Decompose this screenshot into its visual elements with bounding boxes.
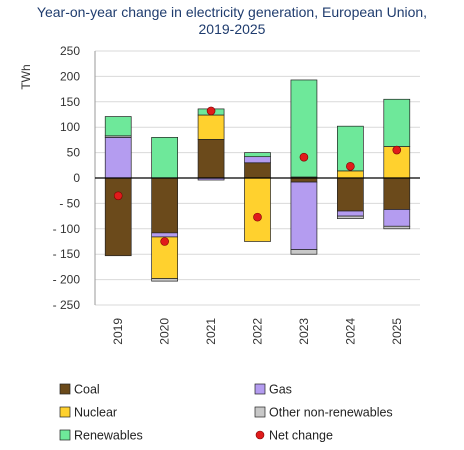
legend-swatch (255, 430, 265, 440)
net-change-point (392, 145, 402, 155)
y-tick-label: 250 (60, 44, 80, 58)
net-change-markers (113, 106, 402, 246)
bar-segment (151, 177, 178, 234)
x-tick-labels: 2019 2020 2021 2022 2023 2024 2025 (111, 318, 404, 345)
net-change-point (160, 237, 169, 246)
x-tick-label: 2021 (204, 318, 218, 345)
bar-segment (151, 137, 178, 179)
bar-segment (151, 278, 178, 282)
bar-segment (244, 162, 271, 179)
bar-segment (290, 177, 318, 183)
x-tick-label: 2024 (343, 318, 357, 345)
chart-title-line-2: 2019-2025 (199, 21, 266, 37)
legend-label: Renewables (74, 429, 143, 443)
legend-swatch (59, 406, 71, 418)
legend-label: Net change (269, 429, 333, 443)
bar-segment (290, 79, 318, 178)
bar-segment (383, 225, 411, 230)
bar-segment (244, 156, 271, 164)
bar-segment (383, 98, 411, 147)
chart-title-line-1: Year-on-year change in electricity gener… (37, 4, 427, 20)
legend-swatch (254, 383, 266, 395)
bar-segment (290, 181, 318, 250)
net-change-point (299, 152, 309, 162)
y-tick-label: 150 (60, 95, 80, 109)
y-tick-label: 100 (60, 120, 80, 134)
bar-segment (104, 177, 132, 257)
y-tick-label: - 200 (53, 273, 81, 287)
y-tick-label: 50 (67, 146, 81, 160)
y-tick-label: - 50 (59, 196, 80, 210)
legend-label: Coal (74, 383, 100, 397)
bar-segment (290, 249, 318, 255)
bars (104, 79, 411, 282)
y-tick-label: 200 (60, 69, 80, 83)
net-change-point (346, 162, 355, 171)
x-tick-label: 2023 (297, 318, 311, 345)
bar-segment (104, 116, 132, 137)
legend-label: Gas (269, 383, 292, 397)
legend-swatch (254, 406, 266, 418)
y-tick-label: 0 (73, 171, 80, 185)
bar-segment (337, 215, 364, 219)
y-tick-label: - 150 (53, 247, 81, 261)
bar-segment (337, 210, 364, 217)
bar-segment (337, 177, 364, 212)
bar-segment (197, 114, 225, 140)
bar-segment (383, 177, 411, 210)
x-tick-label: 2022 (251, 318, 265, 345)
x-tick-label: 2020 (158, 318, 172, 345)
bar-segment (197, 139, 225, 179)
net-change-point (253, 212, 262, 222)
legend-label: Nuclear (74, 406, 117, 420)
y-tick-labels: 250 200 150 100 50 0 - 50 - 100 - 150 - 200 - 250 (53, 44, 81, 312)
legend: Coal Gas Nuclear Other non-renewables Renewa… (59, 383, 393, 443)
x-tick-label: 2019 (111, 318, 125, 345)
bar-segment (383, 209, 411, 227)
y-axis-label: TWh (19, 64, 33, 89)
net-change-point (206, 106, 216, 116)
net-change-point (113, 191, 123, 201)
bar-segment (244, 152, 271, 158)
y-tick-label: - 100 (53, 222, 81, 236)
axes (94, 51, 420, 305)
bar-segment (337, 170, 364, 179)
legend-label: Other non-renewables (269, 406, 393, 420)
bar-segment (104, 137, 132, 179)
legend-swatch (59, 383, 71, 395)
bar-segment (244, 177, 271, 242)
x-tick-label: 2025 (390, 318, 404, 345)
legend-swatch (59, 429, 71, 441)
bar-segment (151, 232, 178, 238)
y-tick-label: - 250 (53, 298, 81, 312)
